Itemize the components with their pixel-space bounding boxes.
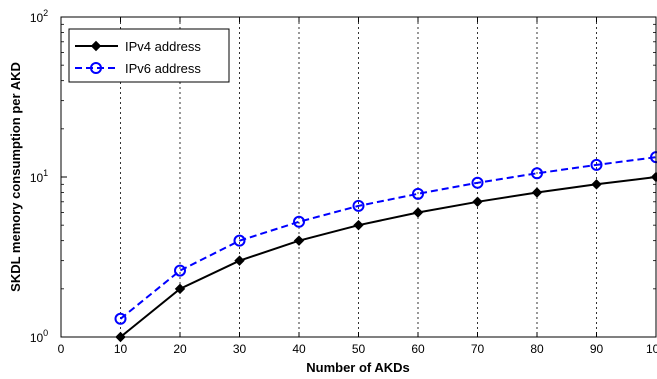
data-point: [174, 283, 186, 295]
series-line: [119, 156, 657, 320]
series-line: [119, 176, 657, 338]
y-tick-label: 102: [30, 8, 48, 25]
x-tick-label: 20: [173, 342, 187, 356]
y-axis-title: SKDL memory consumption per AKD: [8, 62, 23, 292]
data-point: [412, 187, 424, 200]
data-point: [590, 158, 603, 171]
series-layer: [114, 151, 657, 343]
x-tick-label: 80: [530, 342, 544, 356]
data-point: [90, 62, 102, 74]
x-tick-label: 60: [411, 342, 425, 356]
legend-label: IPv6 address: [125, 61, 201, 76]
x-tick-label: 30: [233, 342, 247, 356]
x-tick-label: 50: [352, 342, 366, 356]
x-tick-label: 0: [58, 342, 65, 356]
data-point: [352, 199, 365, 212]
data-point: [471, 176, 484, 189]
data-point: [412, 207, 424, 218]
x-tick-label: 90: [590, 342, 604, 356]
legend-item: IPv6 address: [75, 61, 201, 76]
data-point: [293, 235, 305, 246]
x-tick-label: 70: [471, 342, 485, 356]
data-point: [472, 196, 483, 207]
data-point: [234, 255, 245, 266]
data-point: [591, 179, 602, 190]
x-tick-label: 100: [646, 342, 657, 356]
series-ipv6-address: [114, 151, 657, 325]
x-tick-label: 40: [292, 342, 306, 356]
y-tick-label: 101: [30, 168, 48, 185]
data-point: [353, 219, 364, 231]
data-point: [293, 215, 305, 228]
legend-item: IPv4 address: [75, 39, 201, 54]
data-point: [233, 234, 246, 247]
series-ipv4-address: [115, 171, 657, 343]
data-point: [90, 40, 102, 52]
y-tick-label: 100: [30, 328, 48, 345]
data-point: [174, 264, 186, 277]
data-point: [531, 167, 543, 180]
x-axis-title: Number of AKDs: [306, 360, 410, 375]
legend-label: IPv4 address: [125, 39, 201, 54]
data-point: [531, 187, 543, 198]
x-axis-ticks: 0 10 20 30 40 50 60 70 80 90 100: [58, 17, 657, 356]
legend: IPv4 address IPv6 address: [68, 28, 230, 83]
data-point: [114, 312, 127, 325]
x-tick-label: 10: [114, 342, 128, 356]
